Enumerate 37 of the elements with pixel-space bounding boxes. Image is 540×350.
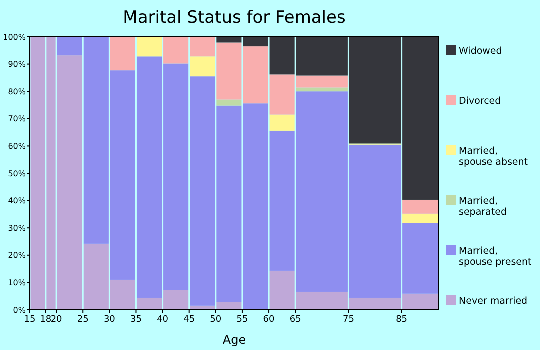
y-tick-label: 90% <box>8 60 26 70</box>
legend-label: Married, spouse absent <box>459 146 528 168</box>
x-tick-label: 15 <box>24 315 36 325</box>
y-tick-label: 60% <box>8 142 26 151</box>
y-tick-label: 80% <box>8 87 26 96</box>
legend-label: Never married <box>459 296 528 307</box>
x-tick-label: 45 <box>184 315 196 325</box>
y-tick-label: 30% <box>8 224 26 233</box>
x-tick-label: 20 <box>50 315 63 325</box>
x-tick-label: 50 <box>210 315 222 325</box>
x-tick-label: 55 <box>236 315 248 325</box>
legend-label: Divorced <box>459 96 502 107</box>
bar <box>190 56 216 77</box>
bar <box>136 37 162 57</box>
bar <box>270 114 295 131</box>
bar <box>110 37 136 71</box>
legend-label: Widowed <box>459 46 502 57</box>
x-tick-label: 30 <box>104 315 116 325</box>
y-tick-label: 0% <box>13 306 26 315</box>
y-tick-label: 10% <box>8 278 26 288</box>
x-tick-label: 18 <box>40 315 52 325</box>
x-tick-label: 65 <box>290 315 302 325</box>
x-tick-label: 75 <box>342 315 354 325</box>
x-axis-title: Age <box>222 333 246 347</box>
y-tick-label: 70% <box>8 114 26 124</box>
y-tick-label: 40% <box>8 196 26 206</box>
x-tick-label: 60 <box>263 315 276 325</box>
x-tick-label: 35 <box>130 315 142 325</box>
x-tick-label: 85 <box>396 315 408 325</box>
x-tick-label: 25 <box>77 315 89 325</box>
legend-label: Married, spouse present <box>459 246 532 268</box>
y-tick-label: 50% <box>8 169 26 178</box>
chart-title: Marital Status for Females <box>123 8 346 28</box>
y-tick-label: 100% <box>3 32 26 42</box>
x-tick-label: 40 <box>157 315 169 325</box>
y-tick-label: 20% <box>8 251 26 260</box>
legend-label: Married, separated <box>459 196 507 218</box>
